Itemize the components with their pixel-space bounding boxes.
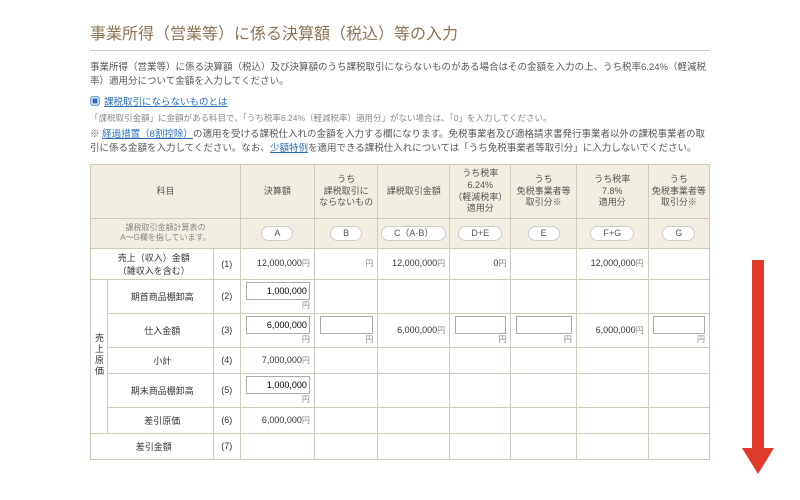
th-e: うち 免税事業者等 取引分※ (511, 165, 576, 219)
th-subject: 科目 (91, 165, 241, 219)
row-num: (1) (213, 248, 240, 279)
th-b: うち 課税取引に ならないもの (314, 165, 377, 219)
th-c: 課税取引金額 (378, 165, 450, 219)
val: 12,000,000 (257, 258, 302, 268)
th-d: うち税率 6.24% （軽減税率） 適用分 (450, 165, 511, 219)
btn-col-b[interactable]: B (330, 226, 362, 242)
group-label: 売上原価 (91, 279, 108, 433)
row-label: 期末商品棚卸高 (107, 373, 213, 407)
row-label: 小計 (107, 347, 213, 373)
note-block: ※ 経過措置（8割控除）の適用を受ける課税仕入れの金額を入力する欄になります。免… (90, 128, 710, 157)
th-subnote: 課税取引金額計算表の A～G欄を指しています。 (91, 219, 241, 249)
input-a[interactable] (246, 282, 310, 300)
annotation-arrow (746, 260, 770, 480)
row-label: 差引金額 (91, 433, 214, 459)
help-link[interactable]: 課税取引にならないものとは (104, 94, 228, 108)
input-a[interactable] (246, 376, 310, 394)
th-f: うち税率 7.8% 適用分 (576, 165, 648, 219)
table-row: 期末商品棚卸高 (5) 円 (91, 373, 710, 407)
tooltip-icon (90, 96, 100, 106)
btn-col-g[interactable]: G (662, 226, 695, 242)
btn-col-e[interactable]: E (528, 226, 560, 242)
intro-text: 事業所得（営業等）に係る決算額（税込）及び決算額のうち課税取引にならないものがあ… (90, 61, 710, 90)
link-shogaku[interactable]: 少額特例 (270, 143, 308, 154)
table-row: 差引原価 (6) 6,000,000円 (91, 407, 710, 433)
th-a: 決算額 (240, 165, 314, 219)
table-row: 仕入金額 (3) 円 円 6,000,000円 円 円 6,000,000円 円 (91, 313, 710, 347)
btn-col-c[interactable]: C（A-B） (381, 226, 447, 242)
input-b[interactable] (320, 316, 374, 334)
input-e[interactable] (516, 316, 572, 334)
link-keika[interactable]: 経過措置（8割控除） (102, 129, 193, 140)
val: 12,000,000 (591, 258, 636, 268)
row-label: 売上（収入）金額 （雑収入を含む） (91, 248, 214, 279)
row-label: 差引原価 (107, 407, 213, 433)
table-row: 売上原価 期首商品棚卸高 (2) 円 (91, 279, 710, 313)
table-row: 小計 (4) 7,000,000円 (91, 347, 710, 373)
input-g[interactable] (653, 316, 705, 334)
row-label: 仕入金額 (107, 313, 213, 347)
input-a[interactable] (246, 316, 310, 334)
btn-col-f[interactable]: F+G (590, 226, 634, 242)
small-note: 「課税取引金額」に金額がある科目で、「うち税率6.24%（軽減税率）適用分」がな… (90, 112, 710, 124)
table-row: 差引金額 (7) (91, 433, 710, 459)
th-g: うち 免税事業者等 取引分※ (648, 165, 709, 219)
calc-table: 科目 決算額 うち 課税取引に ならないもの 課税取引金額 うち税率 6.24%… (90, 164, 710, 460)
input-d[interactable] (455, 316, 507, 334)
row-label: 期首商品棚卸高 (107, 279, 213, 313)
val: 12,000,000 (392, 258, 437, 268)
btn-col-a[interactable]: A (261, 226, 293, 242)
btn-col-d[interactable]: D+E (458, 226, 502, 242)
table-row: 売上（収入）金額 （雑収入を含む） (1) 12,000,000円 円 12,0… (91, 248, 710, 279)
page-title: 事業所得（営業等）に係る決算額（税込）等の入力 (90, 20, 710, 51)
